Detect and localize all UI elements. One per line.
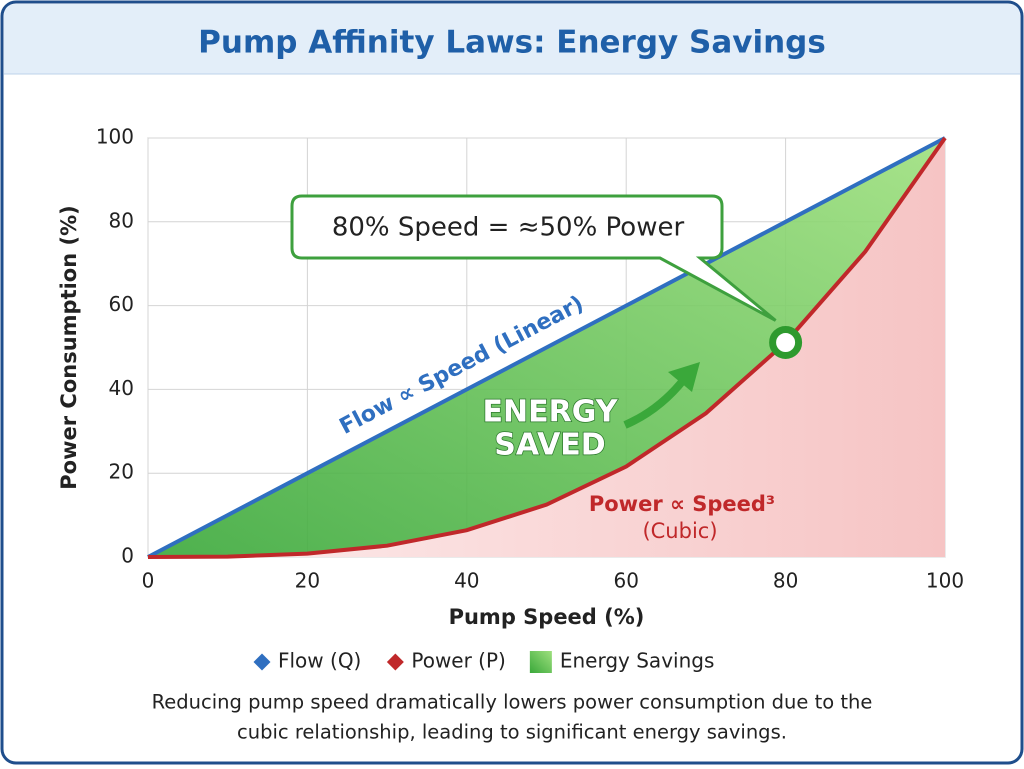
power-area [148,138,945,557]
arrow-head [668,362,700,392]
x-tick-label: 0 [142,569,155,593]
callout [290,194,777,322]
x-tick-label: 40 [454,569,479,593]
legend-label: Flow (Q) [278,649,361,673]
x-tick-label: 100 [926,569,964,593]
y-tick-label: 60 [109,292,134,316]
chart-title: Pump Affinity Laws: Energy Savings [198,25,826,61]
legend-label: Energy Savings [560,649,715,673]
y-axis-label: Power Consumption (%) [57,205,81,489]
annotation: (Cubic) [642,519,717,543]
y-tick-label: 40 [109,376,134,400]
legend-marker [529,651,552,673]
legend-marker [253,653,271,671]
y-tick-label: 80 [109,208,134,232]
caption: cubic relationship, leading to significa… [237,721,787,744]
legend-marker [386,653,404,671]
x-axis-label: Pump Speed (%) [449,605,645,629]
arrow [623,375,689,429]
title-band [4,4,1020,74]
series-line [147,136,947,559]
y-tick-label: 100 [96,125,134,149]
callout-label: 80% Speed = ≈50% Power [332,213,685,243]
series-line [147,136,946,559]
x-tick-label: 20 [295,569,320,593]
annotation: SAVED [494,428,605,463]
x-tick-label: 80 [773,569,798,593]
annotation: Power ∝ Speed³ [589,492,775,516]
caption: Reducing pump speed dramatically lowers … [152,691,873,714]
highlight-point [769,325,803,359]
y-tick-label: 0 [121,544,134,568]
annotation: ENERGY [483,395,619,430]
y-tick-label: 20 [109,460,134,484]
x-tick-label: 60 [613,569,638,593]
legend-label: Power (P) [411,649,506,673]
